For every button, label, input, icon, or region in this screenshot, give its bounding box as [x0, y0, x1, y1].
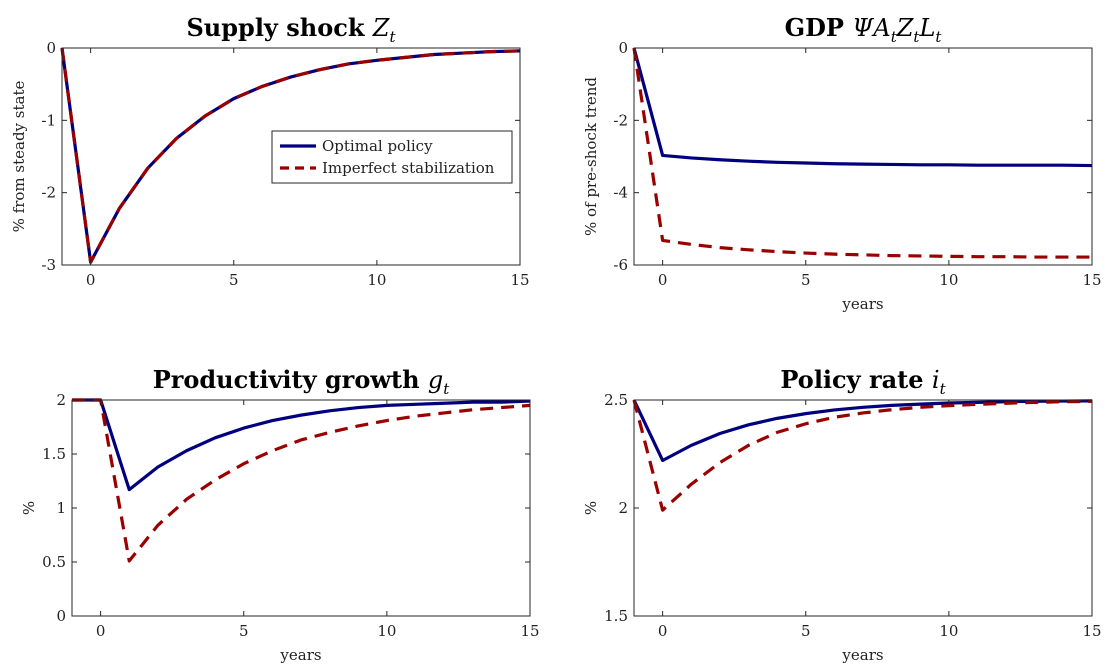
x-tick-label: 0: [96, 622, 106, 640]
y-tick-label: -6: [613, 256, 628, 274]
chart-title: GDP ΨAtZtLt: [785, 13, 943, 46]
y-tick-label: -1: [41, 111, 56, 129]
chart-panel-1: Supply shock Zt 0 5 10 15 -3 -2 -1 0 % from stead…: [10, 13, 530, 289]
y-axis-label: %: [582, 501, 600, 515]
y-tick-label: 0: [56, 607, 66, 625]
y-tick-label: 2.5: [604, 391, 628, 409]
x-axis-label: years: [841, 295, 883, 313]
chart-title: Supply shock Zt: [186, 13, 396, 46]
axes-frame: [61, 47, 521, 266]
y-tick-label: 2: [56, 391, 66, 409]
chart-title: Policy rate it: [780, 365, 946, 398]
axes-frame: [633, 399, 1093, 617]
series-line-optimal-policy: [632, 399, 1093, 463]
series-line-imperfect-stabilization: [60, 47, 521, 264]
series-line-imperfect-stabilization: [632, 47, 1092, 259]
chart-panel-2: GDP ΨAtZtLt 0 5 10 15 -6 -4 -2 0 years % of pre-sh…: [582, 13, 1102, 313]
y-axis-label: % from steady state: [10, 81, 28, 233]
x-axis-label: years: [279, 646, 321, 664]
chart-panel-4: Policy rate it 0 5 10 15 1.5 2 2.5 years%: [582, 365, 1102, 664]
legend-label: Optimal policy: [322, 137, 433, 155]
series-line-optimal-policy: [632, 47, 1093, 168]
y-tick-label: 2: [618, 499, 628, 517]
y-tick-label: -3: [41, 256, 56, 274]
x-tick-label: 0: [86, 271, 96, 289]
x-tick-label: 10: [939, 622, 958, 640]
legend: Optimal policy Imperfect stabilization: [271, 130, 513, 184]
x-tick-label: 5: [229, 271, 239, 289]
y-tick-label: -2: [41, 184, 56, 202]
series-line-imperfect-stabilization: [72, 398, 531, 563]
y-axis-label: %: [20, 501, 38, 515]
y-tick-label: 0: [618, 39, 628, 57]
x-tick-label: 15: [1082, 271, 1101, 289]
x-tick-label: 0: [658, 271, 668, 289]
legend-box: [271, 130, 513, 184]
x-tick-label: 0: [658, 622, 668, 640]
series-line-optimal-policy: [72, 398, 531, 492]
legend-label: Imperfect stabilization: [322, 159, 495, 177]
y-tick-label: -2: [613, 111, 628, 129]
series-line-imperfect-stabilization: [632, 399, 1093, 512]
y-tick-label: 1: [56, 499, 66, 517]
y-tick-label: -4: [613, 184, 628, 202]
x-tick-label: 15: [1082, 622, 1101, 640]
y-tick-label: 1.5: [42, 445, 66, 463]
axes-frame: [71, 399, 531, 617]
y-tick-label: 1.5: [604, 607, 628, 625]
x-tick-label: 10: [367, 271, 386, 289]
x-tick-label: 5: [801, 271, 811, 289]
y-tick-label: 0.5: [42, 553, 66, 571]
x-tick-label: 5: [801, 622, 811, 640]
y-axis-label: % of pre-shock trend: [582, 77, 600, 236]
x-tick-label: 15: [510, 271, 529, 289]
x-tick-label: 15: [520, 622, 539, 640]
x-axis-label: years: [841, 646, 883, 664]
x-tick-label: 10: [377, 622, 396, 640]
y-tick-label: 0: [46, 39, 56, 57]
axes-frame: [633, 47, 1093, 266]
chart-panel-3: Productivity growth gt 0 5 10 15 0 0.5 1 1.5 2 yea…: [20, 365, 540, 664]
x-tick-label: 10: [939, 271, 958, 289]
chart-title: Productivity growth gt: [153, 365, 451, 398]
x-tick-label: 5: [239, 622, 249, 640]
